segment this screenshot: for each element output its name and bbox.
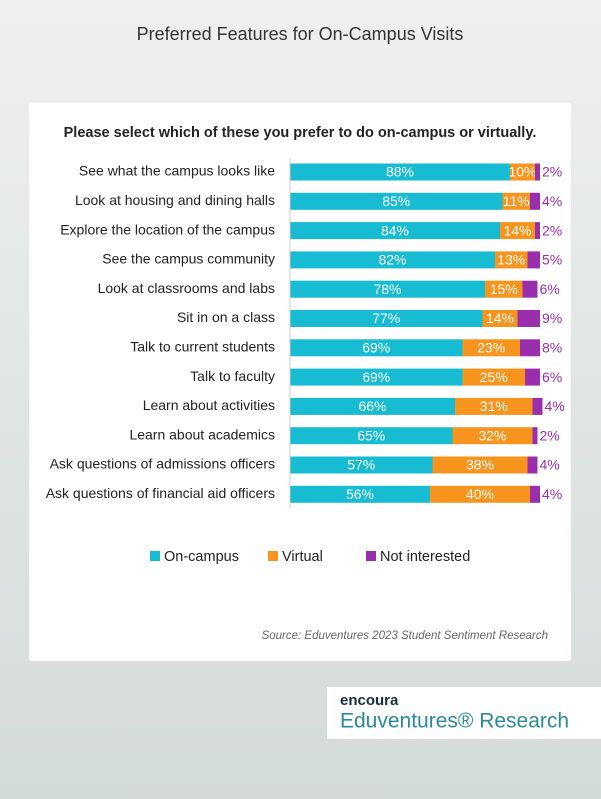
category-label: See what the campus looks like bbox=[79, 163, 275, 179]
data-label: 40% bbox=[466, 486, 494, 502]
bar-segment bbox=[517, 310, 540, 327]
bar-segment bbox=[290, 192, 503, 210]
data-label: 56% bbox=[346, 486, 374, 502]
bar-segment bbox=[500, 222, 535, 240]
data-label: 11% bbox=[503, 193, 530, 209]
bar-segment bbox=[290, 427, 453, 445]
bar-segment bbox=[430, 485, 530, 503]
bar-segment bbox=[525, 368, 540, 386]
category-label: Look at housing and dining halls bbox=[75, 192, 275, 208]
data-label: 9% bbox=[542, 310, 562, 326]
category-label: Talk to faculty bbox=[190, 368, 275, 384]
bar-segment bbox=[290, 310, 483, 327]
data-label: 84% bbox=[381, 222, 409, 238]
bar-segment bbox=[432, 456, 528, 474]
bar-segment bbox=[290, 222, 500, 240]
bar-segment bbox=[535, 163, 540, 181]
bar-segment bbox=[495, 251, 528, 269]
bar-segment bbox=[520, 339, 540, 357]
data-label: 10% bbox=[508, 164, 536, 180]
bar-segment bbox=[532, 397, 543, 415]
data-label: 2% bbox=[542, 164, 562, 180]
bar-segment bbox=[532, 427, 538, 445]
data-label: 69% bbox=[362, 369, 390, 385]
legend-swatch bbox=[268, 551, 278, 561]
bar-segment bbox=[290, 280, 485, 298]
data-label: 4% bbox=[540, 457, 560, 473]
category-label: Talk to current students bbox=[130, 339, 275, 355]
data-label: 82% bbox=[378, 252, 406, 268]
data-label: 6% bbox=[540, 281, 560, 297]
bar-segment bbox=[502, 192, 530, 210]
logo: encoura bbox=[340, 692, 399, 709]
bar-segment bbox=[290, 163, 510, 181]
chart-subtitle: Please select which of these you prefer … bbox=[64, 125, 537, 141]
legend-swatch bbox=[366, 551, 376, 561]
data-label: 6% bbox=[542, 369, 562, 385]
category-label: Learn about activities bbox=[143, 397, 275, 413]
bar-segment bbox=[530, 485, 540, 503]
legend-label: On-campus bbox=[164, 549, 239, 565]
bar-segment bbox=[522, 280, 538, 298]
bar-segment bbox=[290, 339, 463, 357]
category-label: Explore the location of the campus bbox=[60, 221, 275, 237]
bar-segment bbox=[290, 251, 495, 269]
bar-segment bbox=[290, 397, 455, 415]
data-label: 13% bbox=[497, 252, 525, 268]
category-label: Ask questions of financial aid officers bbox=[46, 485, 275, 501]
bar-segment bbox=[527, 251, 540, 269]
data-label: 25% bbox=[480, 369, 508, 385]
data-label: 5% bbox=[542, 252, 562, 268]
category-label: Look at classrooms and labs bbox=[98, 280, 275, 296]
legend-label: Not interested bbox=[380, 549, 470, 565]
legend-label: Virtual bbox=[282, 549, 323, 565]
category-label: Ask questions of admissions officers bbox=[50, 456, 275, 472]
chart-title: Preferred Features for On-Campus Visits bbox=[137, 24, 464, 44]
bar-segment bbox=[482, 310, 518, 327]
data-label: 57% bbox=[347, 457, 375, 473]
bar-segment bbox=[527, 456, 538, 474]
bar-segment bbox=[510, 163, 535, 181]
category-label: See the campus community bbox=[102, 251, 275, 267]
data-label: 69% bbox=[362, 340, 390, 356]
data-label: 14% bbox=[503, 222, 531, 238]
bar-segment bbox=[290, 368, 463, 386]
bar-segment bbox=[485, 280, 523, 298]
data-label: 65% bbox=[357, 427, 385, 443]
bar-segment bbox=[462, 339, 520, 357]
bar-segment bbox=[290, 485, 430, 503]
data-label: 4% bbox=[542, 486, 562, 502]
data-label: 8% bbox=[542, 340, 562, 356]
bar-segment bbox=[455, 397, 533, 415]
data-label: 4% bbox=[545, 398, 565, 414]
data-label: 23% bbox=[477, 340, 505, 356]
data-label: 4% bbox=[542, 193, 562, 209]
data-label: 85% bbox=[382, 193, 410, 209]
bar-segment bbox=[452, 427, 533, 445]
data-label: 38% bbox=[466, 457, 494, 473]
bar-segment bbox=[462, 368, 525, 386]
category-label: Sit in on a class bbox=[177, 309, 275, 325]
data-label: 66% bbox=[358, 398, 386, 414]
legend-swatch bbox=[150, 551, 160, 561]
logo-box bbox=[327, 687, 601, 739]
data-label: 88% bbox=[386, 164, 414, 180]
data-label: 15% bbox=[490, 281, 518, 297]
data-label: 77% bbox=[372, 310, 400, 326]
data-label: 14% bbox=[486, 310, 514, 326]
bar-segment bbox=[530, 192, 540, 210]
data-label: 32% bbox=[478, 427, 506, 443]
data-label: 78% bbox=[373, 281, 401, 297]
data-label: 2% bbox=[542, 222, 562, 238]
category-label: Learn about academics bbox=[129, 426, 275, 442]
bar-segment bbox=[535, 222, 540, 240]
data-label: 31% bbox=[480, 398, 508, 414]
data-label: 2% bbox=[540, 427, 560, 443]
source-note: Source: Eduventures 2023 Student Sentime… bbox=[262, 630, 548, 642]
bar-segment bbox=[290, 456, 433, 474]
brand-name: Eduventures® Research bbox=[340, 710, 569, 733]
